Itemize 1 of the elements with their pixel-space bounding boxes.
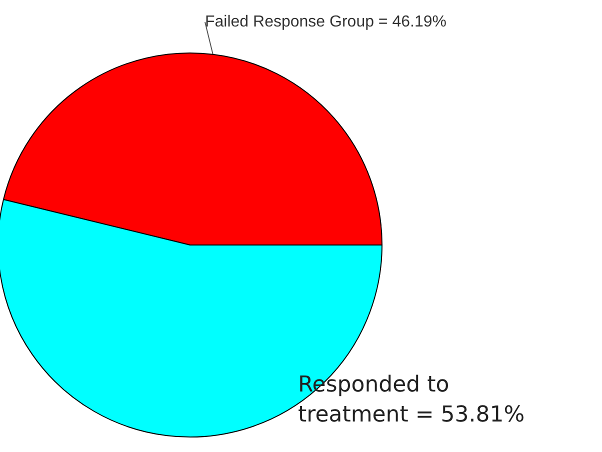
slice-label: Failed Response Group = 46.19% [205, 14, 446, 30]
